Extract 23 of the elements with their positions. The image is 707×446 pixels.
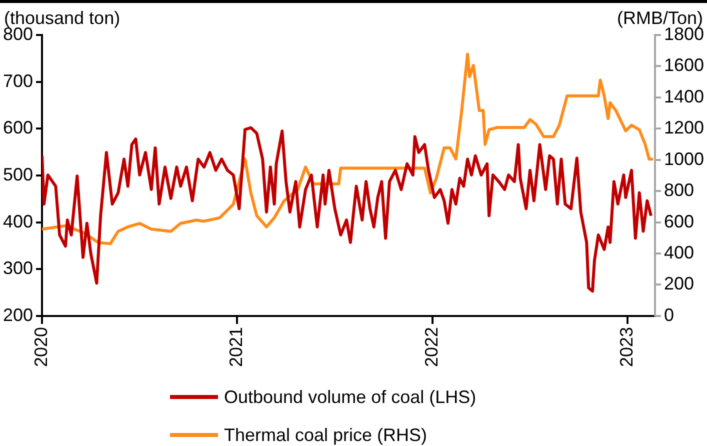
y-axis-title: (thousand ton) <box>4 8 120 28</box>
x-tick-label: 2023 <box>616 326 637 368</box>
y2-tick-label: 1600 <box>664 55 704 76</box>
y2-tick-label: 200 <box>664 274 694 294</box>
x-tick-label: 2022 <box>421 326 442 368</box>
y2-tick-label: 1000 <box>664 148 704 169</box>
legend-label: Thermal coal price (RHS) <box>224 424 428 446</box>
y2-axis-title: (RMB/Ton) <box>616 8 703 28</box>
y-tick-label: 700 <box>2 70 34 91</box>
legend-label: Outbound volume of coal (LHS) <box>224 386 476 408</box>
y-tick-label: 600 <box>2 118 34 138</box>
y-tick-label: 400 <box>2 211 34 232</box>
y-tick-label: 200 <box>2 304 34 325</box>
y2-tick-label: 1400 <box>664 86 704 106</box>
y2-tick-label: 800 <box>664 180 694 200</box>
y-tick-label: 500 <box>2 164 34 184</box>
y2-tick-label: 600 <box>664 211 694 232</box>
y2-tick-label: 0 <box>664 304 674 325</box>
x-tick-label: 2021 <box>226 326 246 368</box>
y-tick-label: 300 <box>2 258 34 278</box>
x-tick-label: 2020 <box>31 326 51 368</box>
y2-tick-label: 400 <box>664 242 694 262</box>
y2-tick-label: 1200 <box>664 118 704 138</box>
